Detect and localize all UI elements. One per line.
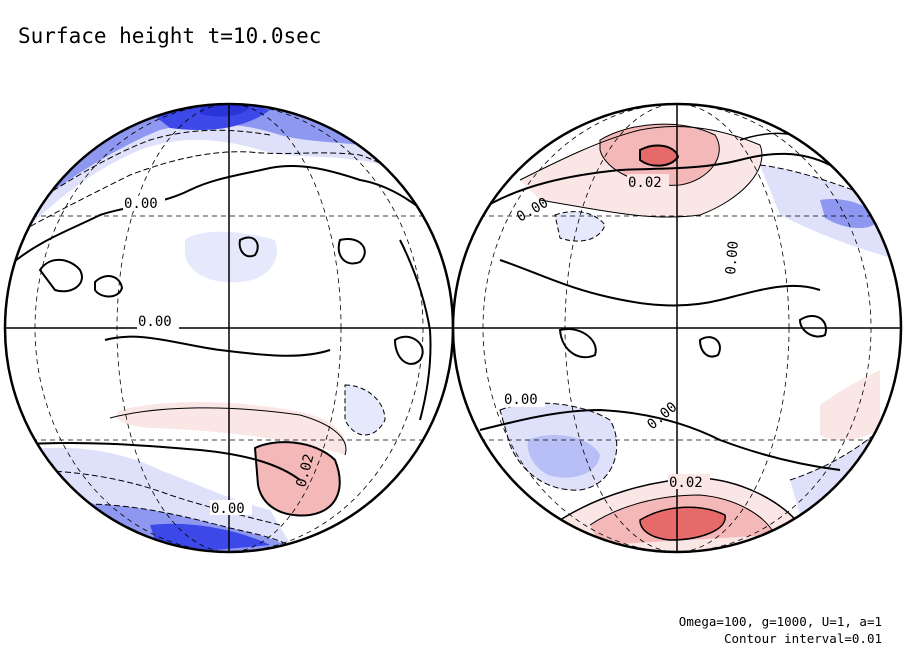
left-hemisphere: 0.00 0.00 0.02 0.00 xyxy=(3,102,455,554)
contour-label: 0.00 xyxy=(124,196,158,212)
contour-label: 0.00 xyxy=(504,392,538,408)
left-axes xyxy=(5,104,453,552)
right-contour-labels: 0.00 0.02 0.00 0.00 0.00 0.02 xyxy=(503,174,742,491)
contour-label: 0.02 xyxy=(628,175,662,191)
left-contours xyxy=(9,129,446,552)
right-hemisphere: 0.00 0.02 0.00 0.00 0.00 0.02 xyxy=(451,102,903,554)
footer-notes: Omega=100, g=1000, U=1, a=1 Contour inte… xyxy=(679,613,882,647)
right-globe-outline xyxy=(451,102,903,554)
plot-title: Surface height t=10.0sec xyxy=(18,24,322,48)
model-params: Omega=100, g=1000, U=1, a=1 xyxy=(678,614,882,629)
contour-label: 0.00 xyxy=(723,240,742,275)
contour-interval: Contour interval=0.01 xyxy=(723,631,882,646)
contour-label: 0.00 xyxy=(138,314,172,330)
contour-label: 0.00 xyxy=(211,501,245,517)
contour-label: 0.02 xyxy=(669,475,703,491)
